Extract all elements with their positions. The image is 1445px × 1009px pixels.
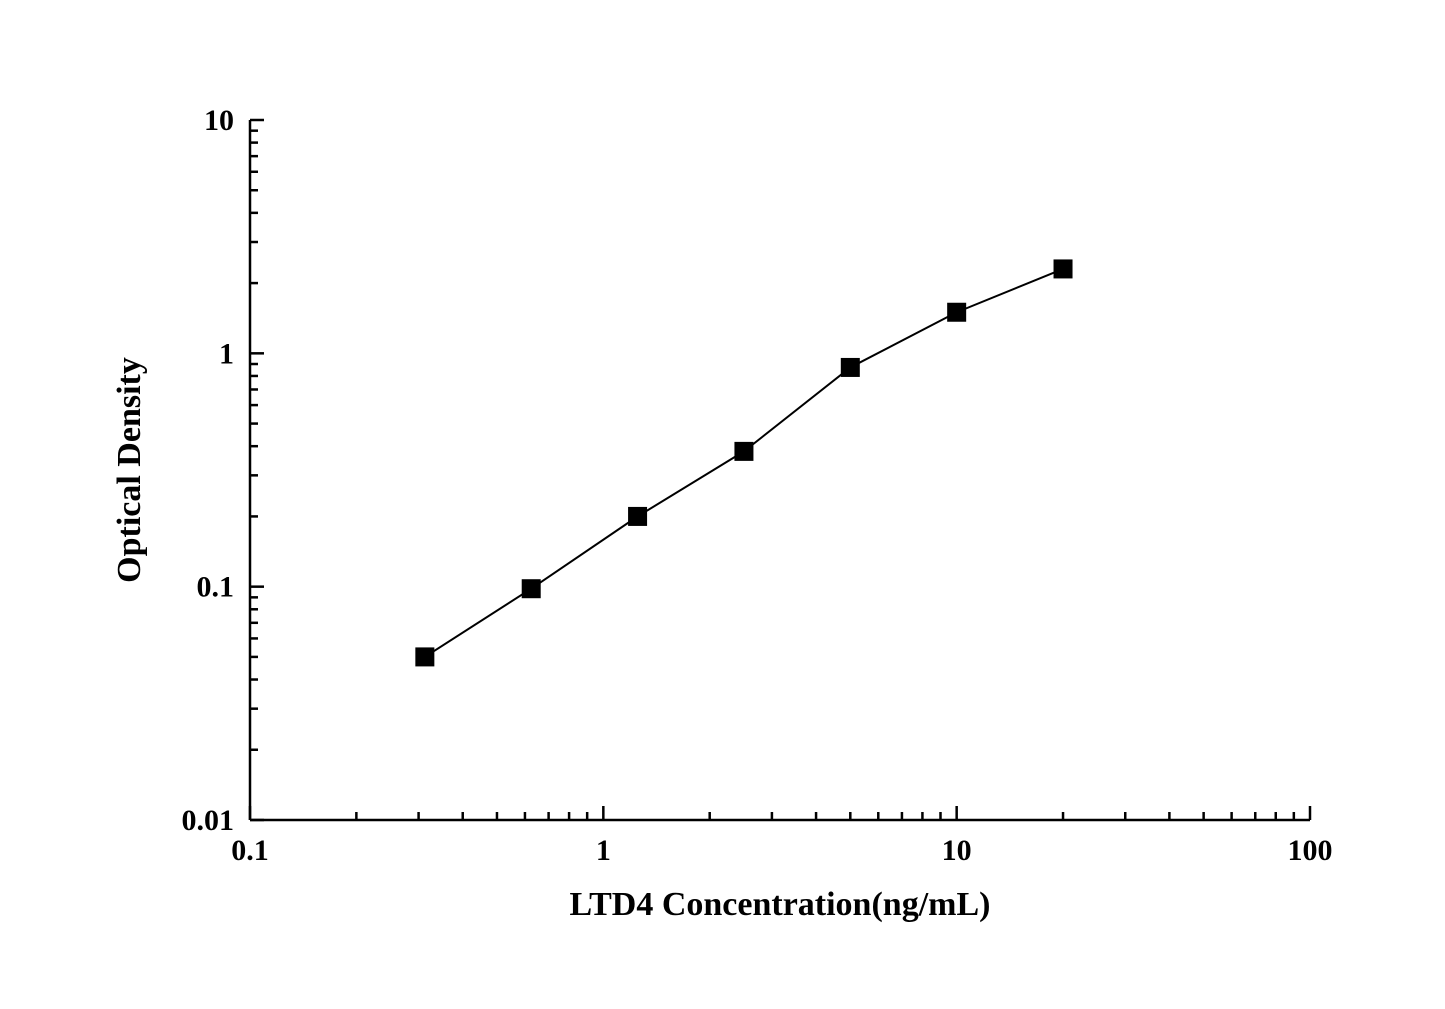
data-marker xyxy=(629,507,647,525)
y-tick-label: 1 xyxy=(219,337,234,370)
data-marker xyxy=(416,648,434,666)
x-tick-label: 100 xyxy=(1288,834,1333,867)
chart-container: 0.11101000.010.1110LTD4 Concentration(ng… xyxy=(0,0,1445,1009)
data-marker xyxy=(522,580,540,598)
x-tick-label: 1 xyxy=(596,834,611,867)
data-marker xyxy=(841,358,859,376)
x-axis-label: LTD4 Concentration(ng/mL) xyxy=(570,886,991,923)
y-tick-label: 10 xyxy=(204,104,234,137)
data-marker xyxy=(1054,260,1072,278)
y-tick-label: 0.01 xyxy=(182,804,235,837)
chart-svg: 0.11101000.010.1110LTD4 Concentration(ng… xyxy=(0,0,1445,1009)
data-marker xyxy=(735,442,753,460)
x-tick-label: 10 xyxy=(942,834,972,867)
data-marker xyxy=(948,303,966,321)
y-tick-label: 0.1 xyxy=(197,571,235,604)
chart-background xyxy=(0,0,1445,1009)
x-tick-label: 0.1 xyxy=(231,834,269,867)
y-axis-label: Optical Density xyxy=(111,357,148,583)
